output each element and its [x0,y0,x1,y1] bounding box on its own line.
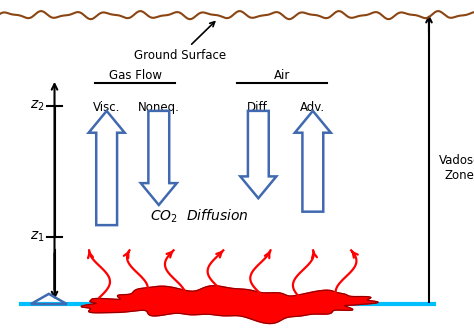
Polygon shape [240,111,276,198]
Text: Noneq.: Noneq. [138,101,180,114]
Text: $CO_2$  Diffusion: $CO_2$ Diffusion [150,208,248,225]
Text: Adv.: Adv. [300,101,326,114]
Polygon shape [89,111,125,225]
Polygon shape [295,111,331,212]
Polygon shape [81,286,378,324]
Text: $z_2$: $z_2$ [29,99,44,113]
Text: Gas Flow: Gas Flow [109,69,162,82]
Polygon shape [141,111,177,205]
Text: Visc.: Visc. [93,101,120,114]
Text: Air: Air [274,69,290,82]
Text: Ground Surface: Ground Surface [134,22,226,62]
Text: Vadose
Zone: Vadose Zone [438,154,474,182]
Text: Diff.: Diff. [246,101,270,114]
Text: $z_1$: $z_1$ [29,230,44,244]
